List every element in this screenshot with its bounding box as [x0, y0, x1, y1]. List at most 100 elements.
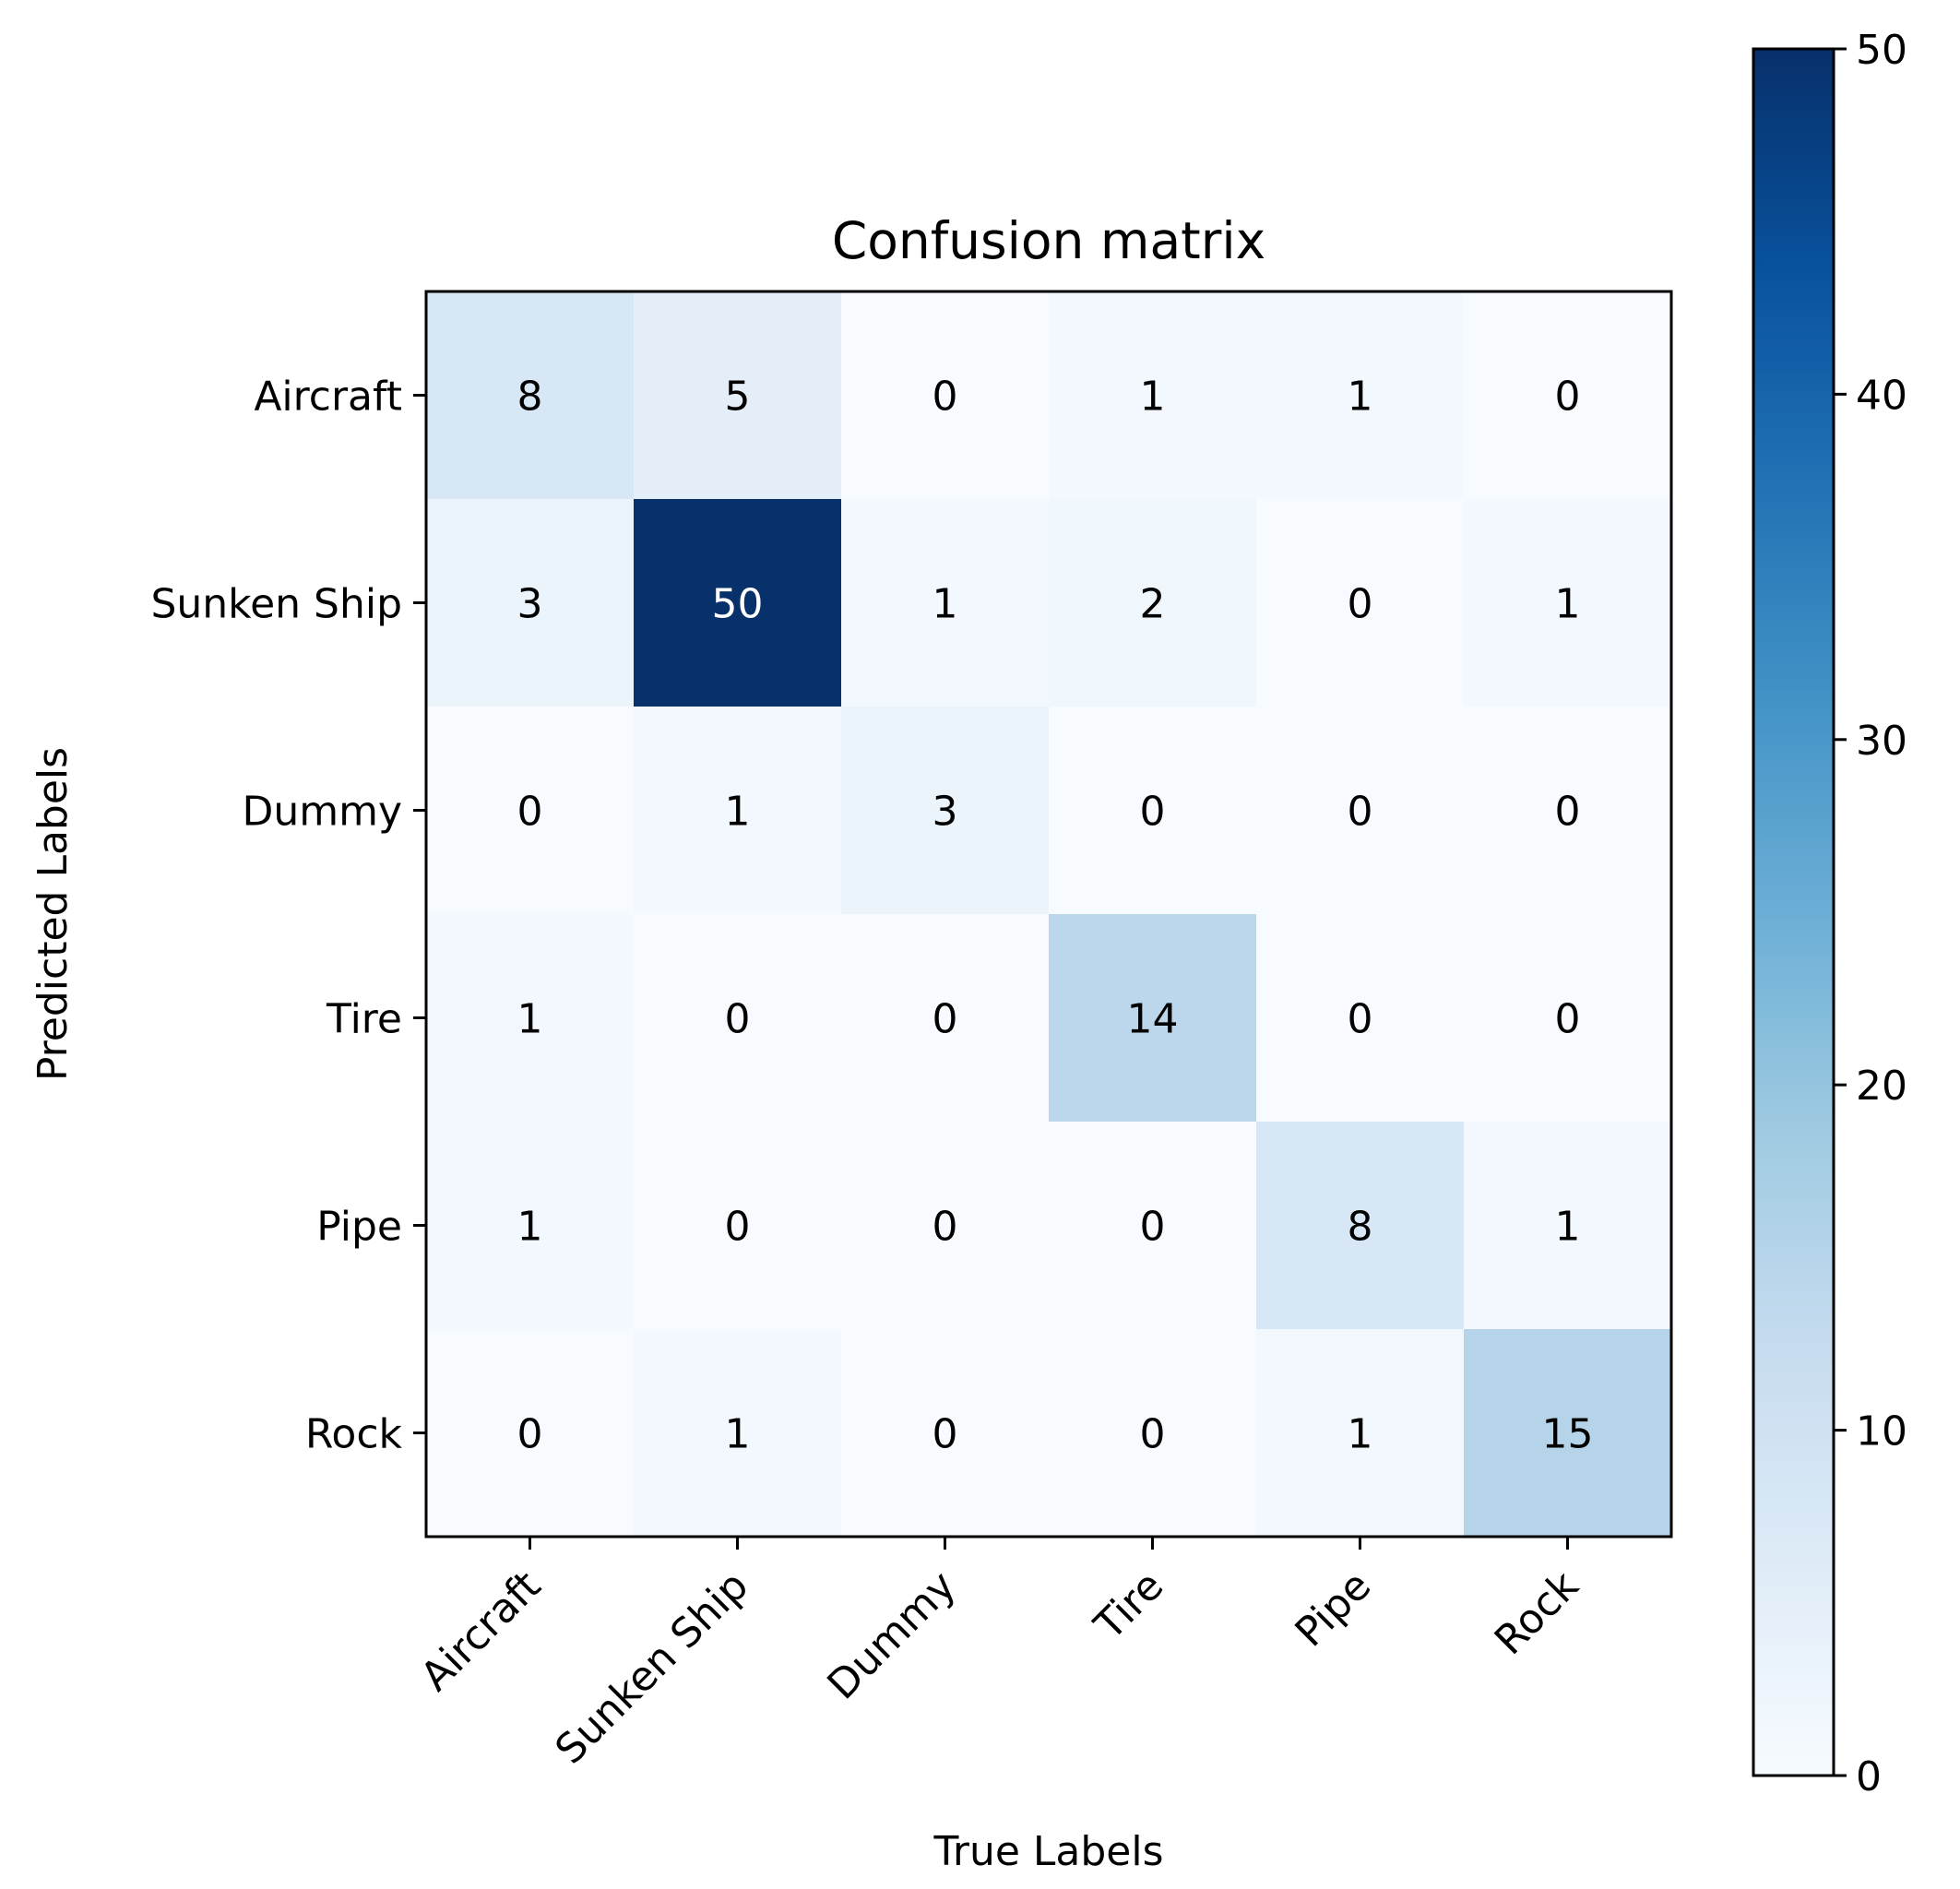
cell-value-label: 0 [725, 1204, 751, 1251]
x-axis-label: True Labels [932, 1828, 1163, 1875]
chart-title: Confusion matrix [832, 211, 1265, 270]
heatmap-cell [1256, 1329, 1465, 1538]
cell-value-label: 0 [725, 996, 751, 1043]
heatmap-cell [426, 914, 635, 1123]
y-tick-label: Sunken Ship [150, 581, 402, 628]
heatmap-cell [1256, 707, 1465, 915]
colorbar-tick-label: 40 [1856, 372, 1907, 419]
x-tick-label: Sunken Ship [547, 1562, 758, 1774]
heatmap-cell [1464, 914, 1672, 1123]
colorbar-tick-label: 50 [1856, 27, 1907, 74]
plot-frame [424, 290, 1673, 1539]
cell-value-label: 0 [1348, 789, 1373, 836]
cell-value-label: 2 [1140, 581, 1166, 628]
heatmap-cell [841, 291, 1050, 500]
heatmap-cell [1256, 499, 1465, 707]
y-tick-label: Aircraft [254, 374, 402, 421]
heatmap-cell [634, 1122, 842, 1330]
cell-value-label: 0 [1140, 789, 1166, 836]
x-tick-label: Aircraft [412, 1562, 551, 1701]
x-tick-label: Tire [1086, 1562, 1173, 1650]
cell-value-label: 0 [1555, 996, 1581, 1043]
cell-value-label: 0 [932, 1204, 958, 1251]
y-tick-label: Rock [305, 1411, 403, 1458]
cell-value-label: 1 [1348, 374, 1373, 421]
heatmap-cell [426, 291, 635, 500]
heatmap-cell [634, 1329, 842, 1538]
colorbar [1752, 47, 1835, 1777]
cell-value-label: 0 [1348, 581, 1373, 628]
heatmap-cell [841, 707, 1050, 915]
cell-value-label: 8 [1348, 1204, 1373, 1251]
heatmap-cell [634, 499, 842, 707]
cell-value-label: 8 [517, 374, 543, 421]
heatmap-cell [426, 1122, 635, 1330]
cell-value-label: 0 [1555, 789, 1581, 836]
cell-value-label: 0 [932, 374, 958, 421]
colorbar-tick-label: 30 [1856, 718, 1907, 765]
heatmap-cell [426, 707, 635, 915]
heatmap-cell [1049, 1122, 1257, 1330]
heatmap-cell [841, 1122, 1050, 1330]
colorbar-tick-label: 10 [1856, 1408, 1907, 1455]
y-tick-label: Tire [326, 996, 402, 1043]
heatmap-cell [1256, 914, 1465, 1123]
cell-value-label: 14 [1127, 996, 1179, 1043]
x-tick-label: Rock [1486, 1562, 1588, 1664]
heatmap-cell [634, 707, 842, 915]
heatmap-cell [1464, 291, 1672, 500]
colorbar-tick-label: 20 [1856, 1063, 1907, 1110]
heatmap-cell [841, 499, 1050, 707]
y-tick-label: Dummy [242, 789, 402, 836]
cell-value-label: 0 [1555, 374, 1581, 421]
heatmap-cell [1049, 499, 1257, 707]
cell-value-label: 0 [517, 1411, 543, 1458]
cell-value-label: 1 [725, 1411, 751, 1458]
heatmap-cell [1256, 291, 1465, 500]
cell-value-label: 1 [1140, 374, 1166, 421]
heatmap-cell [1049, 291, 1257, 500]
cell-value-label: 3 [932, 789, 958, 836]
cell-value-label: 1 [1348, 1411, 1373, 1458]
heatmap-cell [1049, 1329, 1257, 1538]
cell-value-label: 5 [725, 374, 751, 421]
heatmap-cell [841, 914, 1050, 1123]
heatmap-cell [426, 1329, 635, 1538]
cell-value-label: 0 [932, 1411, 958, 1458]
cell-value-label: 0 [1348, 996, 1373, 1043]
heatmap-cell [1464, 499, 1672, 707]
cell-value-label: 0 [1140, 1204, 1166, 1251]
heatmap-cell [634, 914, 842, 1123]
y-tick-label: Pipe [316, 1204, 402, 1251]
heatmap-cell [1464, 707, 1672, 915]
x-tick-label: Pipe [1287, 1562, 1381, 1657]
cell-value-label: 1 [517, 996, 543, 1043]
heatmap-cell [1049, 914, 1257, 1123]
heatmap-cell [1049, 707, 1257, 915]
colorbar-tick-label: 0 [1856, 1753, 1882, 1800]
cell-value-label: 1 [1555, 581, 1581, 628]
cell-value-label: 1 [1555, 1204, 1581, 1251]
heatmap-cell [1464, 1329, 1672, 1538]
heatmap-cells [426, 291, 1672, 1538]
heatmap-cell [426, 499, 635, 707]
cell-value-label: 50 [712, 581, 764, 628]
x-tick-label: Dummy [819, 1562, 966, 1709]
cell-value-label: 1 [517, 1204, 543, 1251]
cell-value-label: 3 [517, 581, 543, 628]
cell-value-label: 1 [932, 581, 958, 628]
cell-value-label: 0 [517, 789, 543, 836]
heatmap-cell-labels: 8 5 0 1 1 03 50 1 2 0 10 1 3 0 0 01 0 0 14 0 01 0 0 0 8 10 1 0 0 1 15 [517, 374, 1594, 1458]
heatmap-cell [634, 291, 842, 500]
y-axis-label: Predicted Labels [30, 747, 77, 1081]
colorbar-ticks: 0 10 20 30 40 50 [1834, 27, 1907, 1800]
cell-value-label: 0 [932, 996, 958, 1043]
cell-value-label: 1 [725, 789, 751, 836]
cell-value-label: 15 [1542, 1411, 1594, 1458]
cell-value-label: 0 [1140, 1411, 1166, 1458]
heatmap-cell [1256, 1122, 1465, 1330]
heatmap-cell [841, 1329, 1050, 1538]
heatmap-cell [1464, 1122, 1672, 1330]
